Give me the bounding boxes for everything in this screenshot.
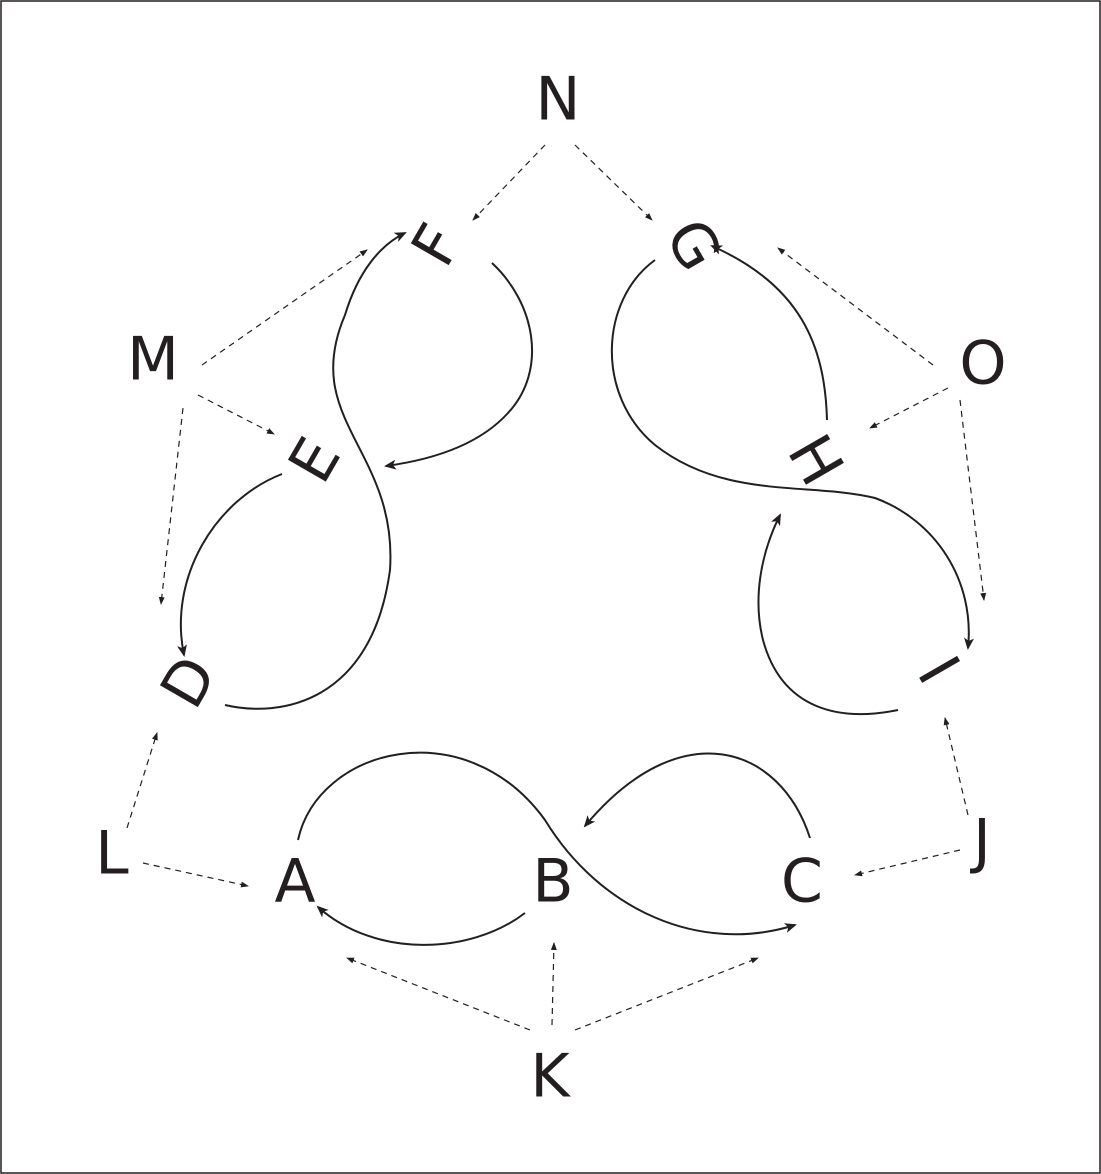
node-d: D xyxy=(147,645,231,720)
node-k: K xyxy=(530,1042,571,1112)
node-o: O xyxy=(959,329,1006,399)
node-l: L xyxy=(95,819,129,889)
dashed-edges xyxy=(126,144,987,1031)
edge-l-to-d xyxy=(126,732,158,829)
node-e: E xyxy=(275,426,355,494)
edge-a-to-c xyxy=(297,751,797,936)
edge-m-to-f xyxy=(201,249,368,366)
node-i: I xyxy=(903,645,972,695)
edge-d-to-f xyxy=(224,232,407,710)
node-h: H xyxy=(773,423,856,497)
node-c: C xyxy=(781,847,823,917)
edge-f-to-e xyxy=(384,262,534,470)
edge-j-to-i xyxy=(943,717,969,816)
edge-h-to-g xyxy=(710,245,828,421)
edge-l-to-a xyxy=(142,862,249,888)
node-b: B xyxy=(532,847,573,917)
node-a: A xyxy=(274,847,315,917)
node-f: F xyxy=(398,213,476,278)
edge-b-to-a xyxy=(316,905,526,946)
edge-k-to-a xyxy=(346,957,531,1031)
edge-j-to-c xyxy=(854,849,961,877)
edge-e-to-d xyxy=(177,473,283,657)
nodes: A B C D E F G H I J K L M N O xyxy=(95,65,1006,1112)
edge-m-to-d xyxy=(158,407,184,605)
node-g: G xyxy=(651,208,735,283)
edge-i-to-h xyxy=(757,513,899,716)
edge-o-to-g xyxy=(777,247,934,366)
edge-g-to-i xyxy=(610,259,974,650)
edge-n-to-g xyxy=(574,144,653,221)
edge-c-to-b xyxy=(583,752,811,839)
node-n: N xyxy=(536,65,581,135)
edge-o-to-h xyxy=(869,387,949,429)
edge-n-to-f xyxy=(472,144,546,221)
node-j: J xyxy=(969,807,991,877)
solid-edges xyxy=(177,232,974,946)
edge-o-to-i xyxy=(959,399,987,601)
node-m: M xyxy=(127,325,179,395)
edge-k-to-b xyxy=(550,942,557,1026)
edge-m-to-e xyxy=(197,394,275,435)
edge-k-to-c xyxy=(574,957,759,1031)
